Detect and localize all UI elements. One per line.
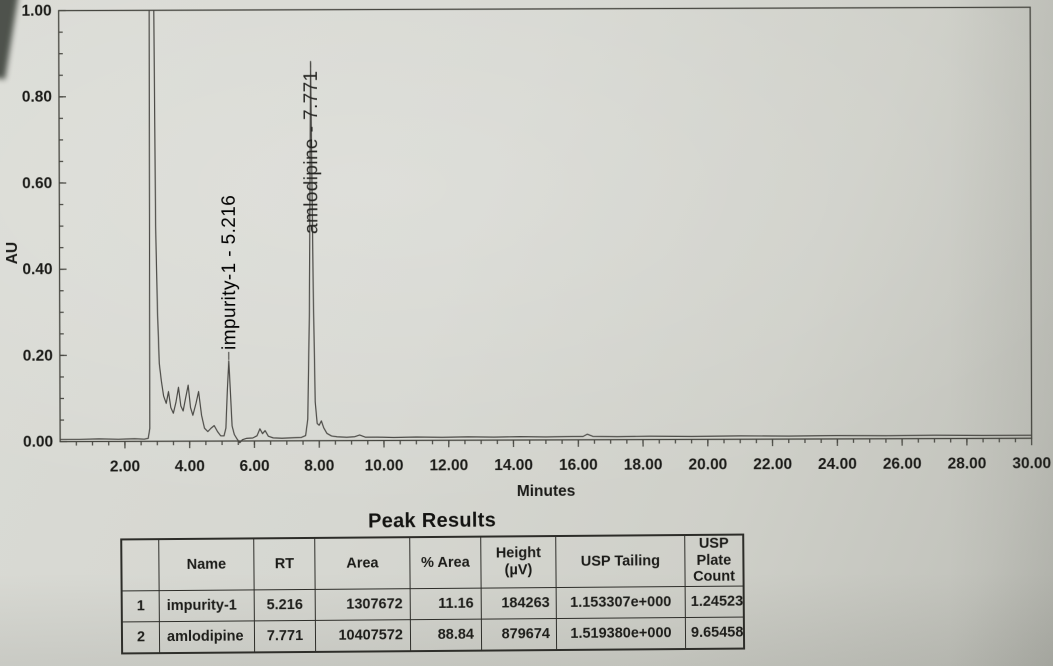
y-tick-label: 0.80 xyxy=(22,89,52,106)
cell-r2-c3: 10407572 xyxy=(315,619,411,652)
x-tick-label: 18.00 xyxy=(624,457,663,474)
plot-frame xyxy=(58,6,1033,443)
y-tick-label: 0.20 xyxy=(23,347,53,364)
cell-r1-c4: 11.16 xyxy=(410,588,482,620)
cell-r1-c7: 1.245239e+004 xyxy=(685,586,744,618)
x-tick-label: 26.00 xyxy=(883,456,922,473)
cell-r2-c2: 7.771 xyxy=(254,620,316,653)
cell-r2-c1: amlodipine xyxy=(159,620,255,654)
peak-labels: impurity-1 - 5.216 amlodipine - 7.771 xyxy=(219,62,323,360)
x-tick-label: 16.00 xyxy=(559,457,598,474)
column-header--area: % Area xyxy=(409,536,482,589)
table-header-row: Name RT Area% Area Height (µV) USP Tailing US… xyxy=(121,534,744,591)
x-tick-label: 28.00 xyxy=(948,455,987,472)
column-header-index xyxy=(121,539,160,591)
x-tick-label: 6.00 xyxy=(239,458,269,475)
column-header-height-v-: Height (µV) xyxy=(480,536,557,589)
axis-ticks xyxy=(58,10,1033,449)
x-axis-title: Minutes xyxy=(517,483,576,500)
column-header-rt: RT xyxy=(253,537,316,590)
x-tick-label: 14.00 xyxy=(494,457,533,474)
column-header-usp-plate-count: USP Plate Count xyxy=(684,534,744,587)
peak-label-amlodipine: amlodipine - 7.771 xyxy=(301,70,323,234)
x-tick-label: 10.00 xyxy=(365,457,404,474)
peak-results-table: Name RT Area% Area Height (µV) USP Tailing US… xyxy=(120,533,746,655)
x-tick-label: 2.00 xyxy=(110,458,140,475)
peak-results-section: Peak Results Name RT Area% Area Height (µV)… xyxy=(120,508,746,655)
table-row: 2 amlodipine 7.771 10407572 88.84 879674 1.519… xyxy=(121,617,745,654)
table-body: 1 impurity-1 5.216 1307672 11.16 184263 1.1533… xyxy=(121,586,745,654)
x-tick-label: 8.00 xyxy=(304,458,334,475)
cell-r1-c2: 5.216 xyxy=(254,589,316,621)
cell-r1-c0: 1 xyxy=(121,590,160,622)
cell-r1-c5: 184263 xyxy=(481,587,557,620)
x-tick-label: 24.00 xyxy=(818,456,857,473)
column-header-name: Name xyxy=(158,538,255,591)
x-tick-label: 30.00 xyxy=(1012,455,1051,472)
x-tick-label: 20.00 xyxy=(688,456,727,473)
peak-label-impurity-1: impurity-1 - 5.216 xyxy=(219,195,241,350)
x-tick-label: 22.00 xyxy=(753,456,792,473)
peak-results-title: Peak Results xyxy=(367,509,497,533)
x-tick-label: 4.00 xyxy=(175,458,205,475)
table-header: Name RT Area% Area Height (µV) USP Tailing US… xyxy=(121,534,744,591)
y-tick-label: 1.00 xyxy=(21,3,51,20)
axis-tick-labels: 2.00 4.00 6.00 8.00 10.00 12.00 14.00 16.00 18.0… xyxy=(21,3,1051,476)
chromatogram-trace xyxy=(60,7,1032,444)
y-tick-label: 0.40 xyxy=(22,261,52,278)
cell-r1-c6: 1.153307e+000 xyxy=(556,586,686,619)
cell-r2-c7: 9.654587e+003 xyxy=(685,617,745,650)
column-header-area: Area xyxy=(314,537,411,590)
cell-r2-c4: 88.84 xyxy=(410,619,482,652)
y-axis-title: AU xyxy=(4,242,21,264)
cell-r2-c5: 879674 xyxy=(481,618,557,651)
table-row: 1 impurity-1 5.216 1307672 11.16 184263 1.1533… xyxy=(121,586,744,622)
cell-r2-c0: 2 xyxy=(121,621,160,654)
column-header-usp-tailing: USP Tailing xyxy=(555,535,686,588)
cell-r2-c6: 1.519380e+000 xyxy=(556,617,686,651)
y-tick-label: 0.00 xyxy=(23,434,53,451)
y-tick-label: 0.60 xyxy=(22,175,52,192)
x-tick-label: 12.00 xyxy=(429,457,468,474)
cell-r1-c3: 1307672 xyxy=(315,588,411,621)
cell-r1-c1: impurity-1 xyxy=(159,589,255,622)
chromatogram-plot: 2.00 4.00 6.00 8.00 10.00 12.00 14.00 16.00 18.0… xyxy=(4,3,1051,500)
